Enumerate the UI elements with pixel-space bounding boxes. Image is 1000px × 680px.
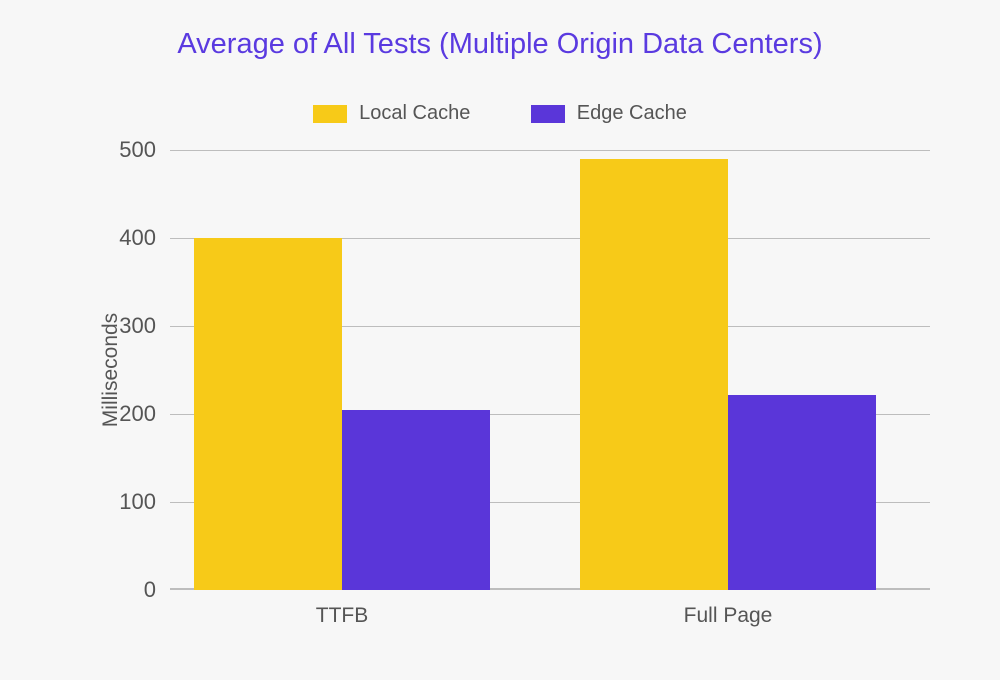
bar (580, 159, 728, 590)
legend-swatch-local-cache (313, 105, 347, 123)
y-tick-label: 500 (96, 137, 170, 163)
y-tick-label: 100 (96, 489, 170, 515)
bar (728, 395, 876, 590)
y-tick-label: 400 (96, 225, 170, 251)
x-tick-label: TTFB (316, 590, 369, 628)
plot-area: Milliseconds 0100200300400500TTFBFull Pa… (170, 150, 930, 590)
bar (194, 238, 342, 590)
bar (342, 410, 490, 590)
legend-item-edge-cache: Edge Cache (531, 102, 687, 125)
grid-line (170, 150, 930, 151)
y-tick-label: 300 (96, 313, 170, 339)
legend-label-local-cache: Local Cache (359, 102, 470, 125)
y-tick-label: 200 (96, 401, 170, 427)
legend-item-local-cache: Local Cache (313, 102, 470, 125)
chart-title: Average of All Tests (Multiple Origin Da… (0, 28, 1000, 61)
x-tick-label: Full Page (684, 590, 773, 628)
y-tick-label: 0 (96, 577, 170, 603)
chart-container: Average of All Tests (Multiple Origin Da… (0, 0, 1000, 680)
legend: Local Cache Edge Cache (0, 102, 1000, 128)
legend-label-edge-cache: Edge Cache (577, 102, 687, 125)
legend-swatch-edge-cache (531, 105, 565, 123)
